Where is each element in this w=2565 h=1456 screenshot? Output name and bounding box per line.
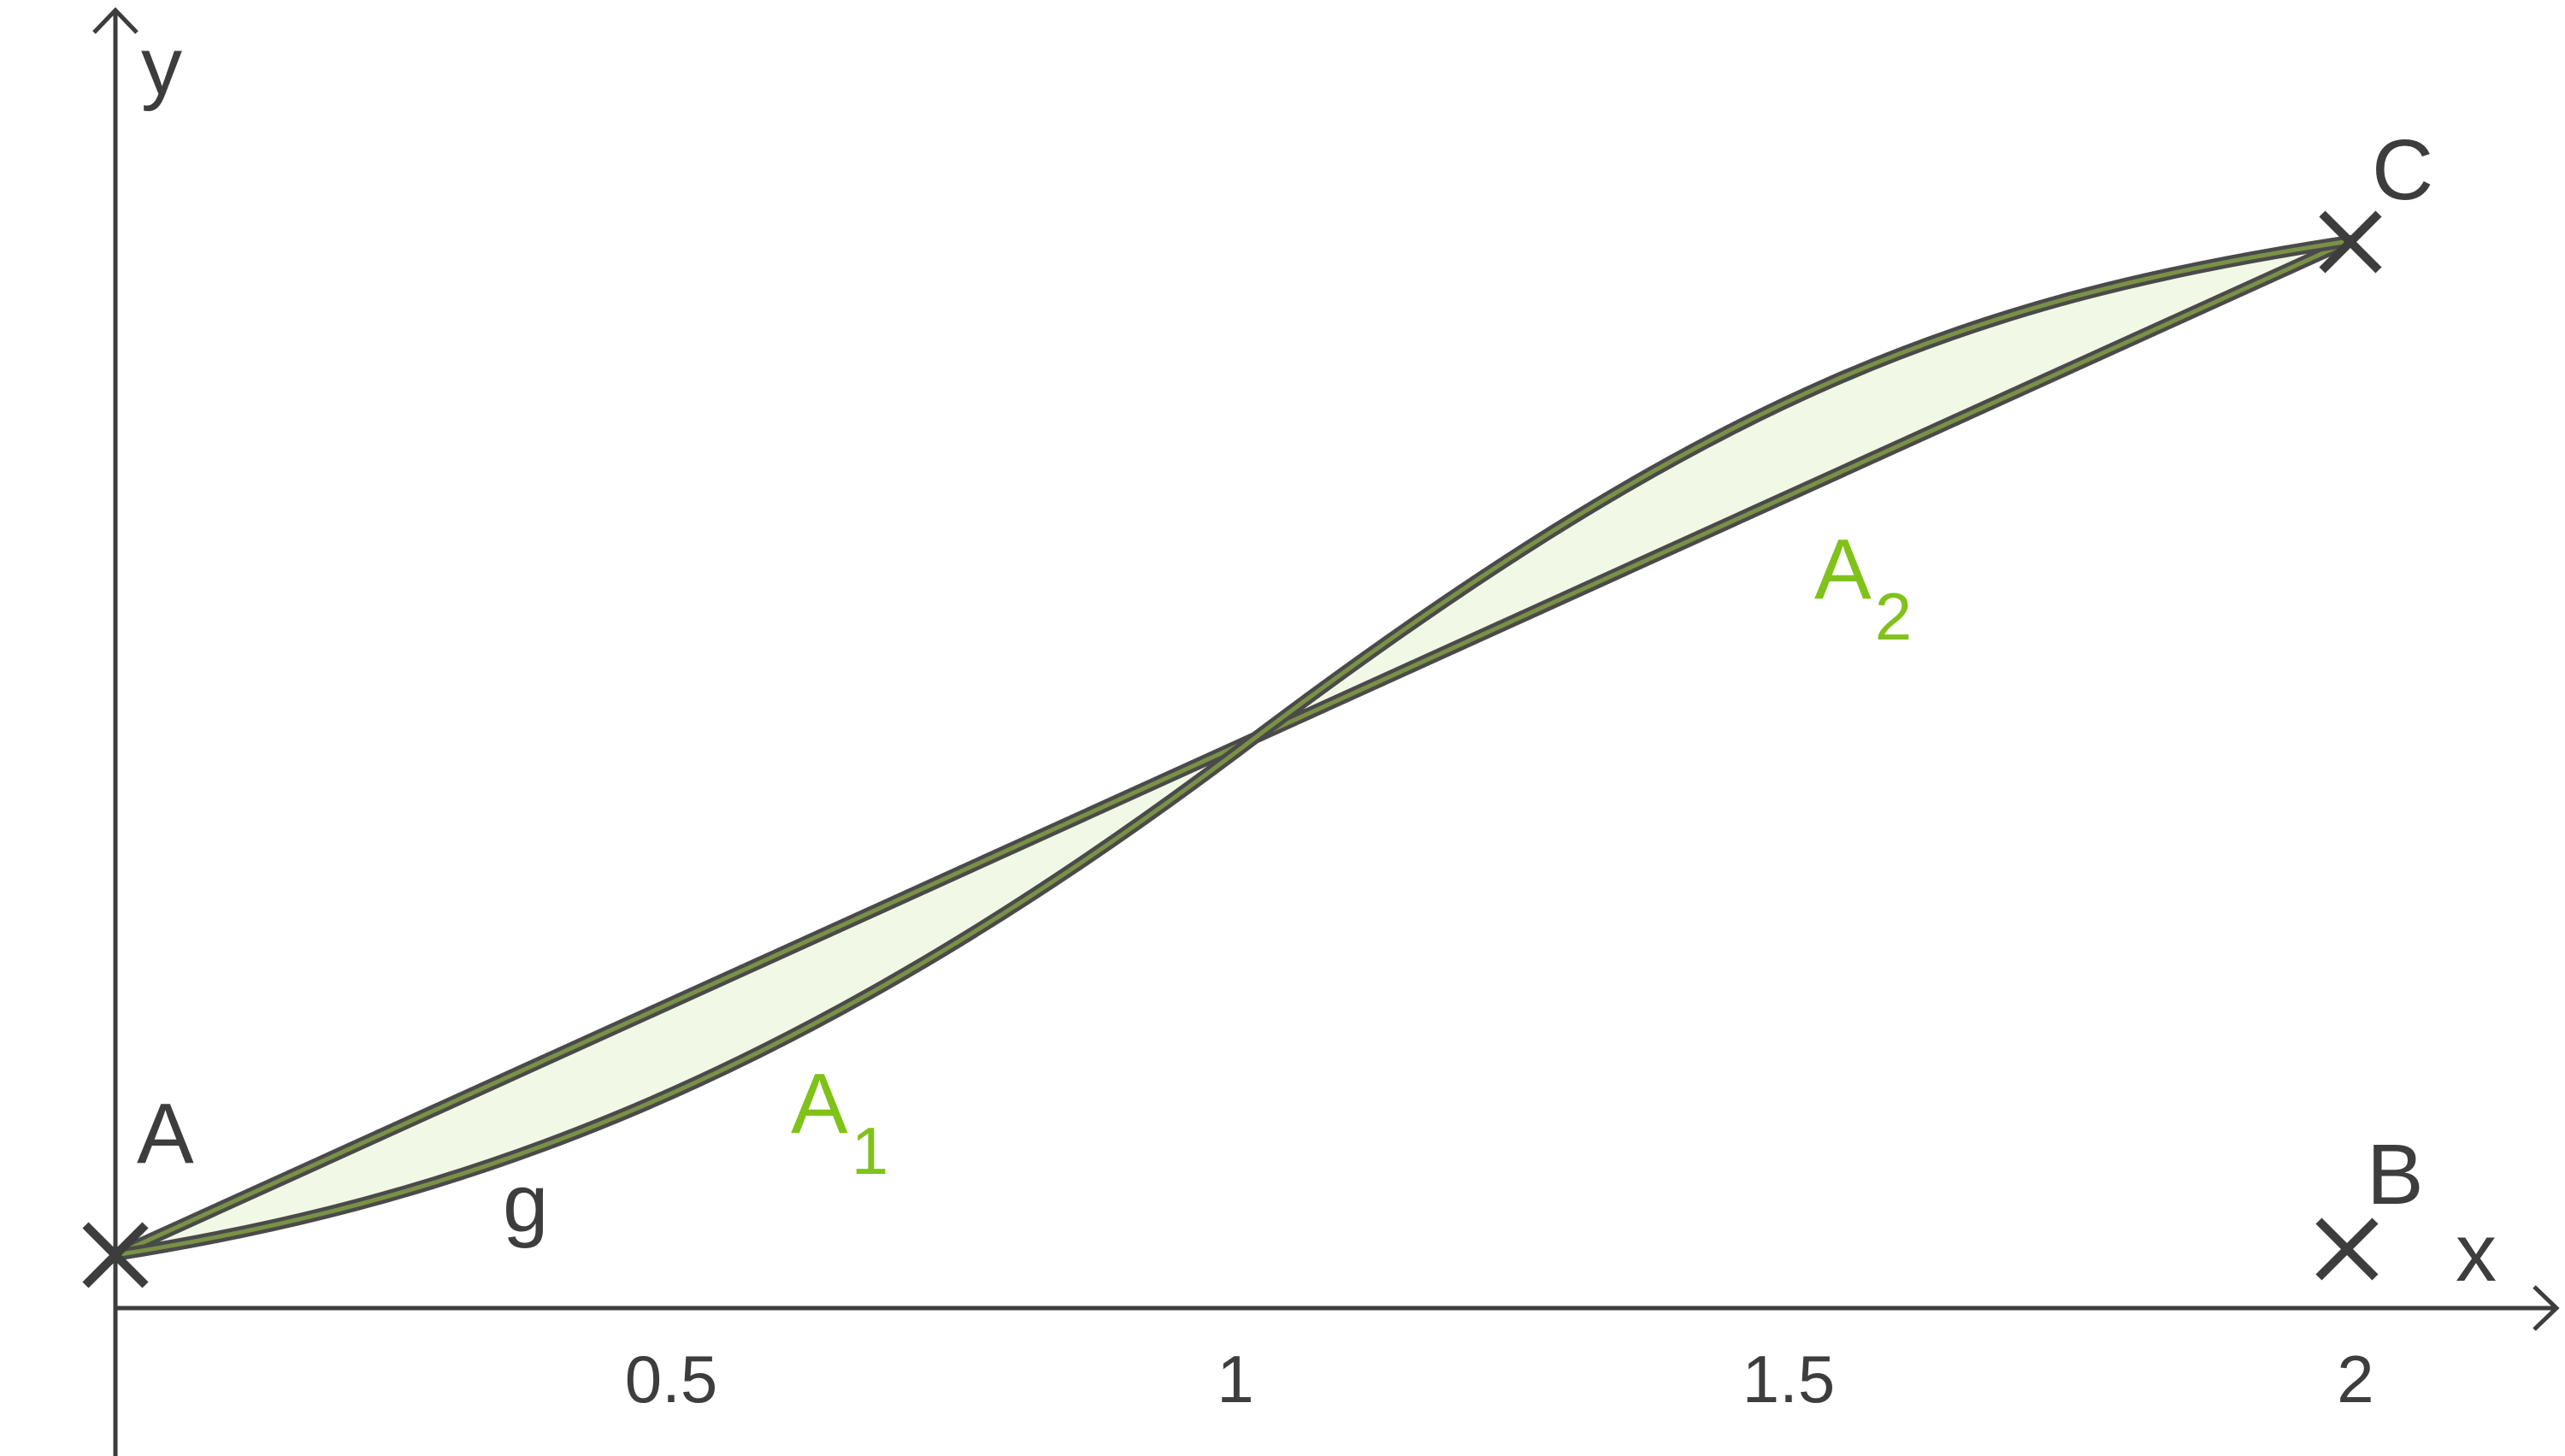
x-axis-label: x <box>2456 1207 2497 1299</box>
point-c-marker-icon <box>2319 210 2382 274</box>
x-tick-label-2: 2 <box>2337 1341 2373 1417</box>
point-b-marker-icon <box>2315 1217 2379 1281</box>
point-b-label: B <box>2367 1127 2424 1223</box>
x-tick-label-1-5: 1.5 <box>1742 1341 1835 1417</box>
point-a-marker-icon <box>82 1222 149 1288</box>
area-a1-label: A1 <box>791 1056 888 1188</box>
curve-g <box>109 235 2356 1261</box>
y-axis-arrow-icon <box>92 7 139 34</box>
x-tick-label-0-5: 0.5 <box>625 1341 717 1417</box>
area-a2-label: A2 <box>1814 522 1912 654</box>
x-axis-arrow-icon <box>2533 1285 2560 1331</box>
point-c-label: C <box>2372 122 2433 218</box>
x-tick-label-1: 1 <box>1217 1341 1253 1417</box>
y-axis-label: y <box>141 21 182 112</box>
curve-g-label: g <box>503 1158 548 1249</box>
point-a-label: A <box>137 1086 194 1182</box>
